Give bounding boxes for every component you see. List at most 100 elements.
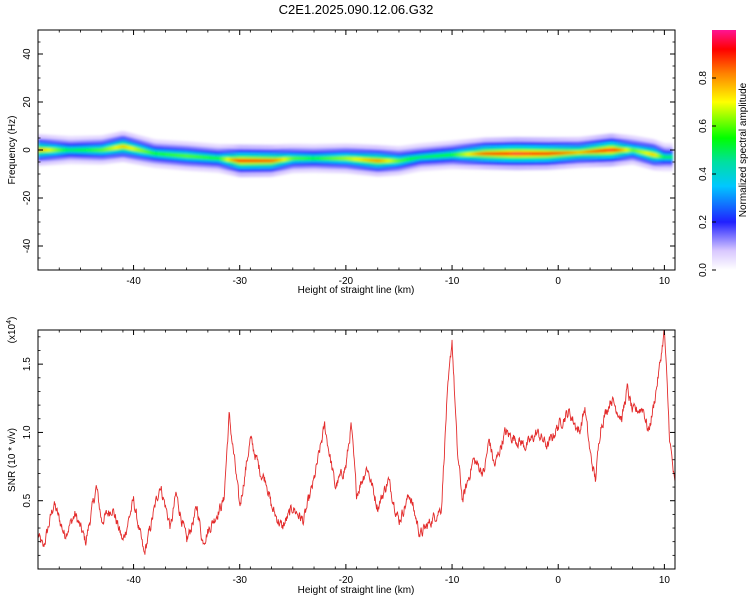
heatmap-cell [643,151,647,155]
heatmap-cell [120,145,124,149]
heatmap-cell [133,147,137,151]
heatmap-cell [45,148,50,152]
spectrogram-y-axis-label: Frequency (Hz) [7,116,18,185]
heatmap-cell [114,146,119,150]
svg-text:(x104): (x104) [6,317,18,344]
heatmap-cell [656,154,660,158]
heatmap-cell [465,152,469,156]
y-tick-label: 0.5 [22,493,33,507]
heatmap-cell [51,148,55,152]
heatmap-cell [659,154,663,158]
heatmap-cell [568,151,572,155]
heatmap-cell [369,158,373,162]
heatmap-cell [483,152,487,156]
heatmap-cell [279,158,283,162]
heatmap-cell [489,152,493,156]
heatmap-cell [364,158,368,162]
heatmap-cell [651,152,655,157]
heatmap-cell [162,152,166,156]
heatmap-cell [385,159,389,163]
heatmap-cell [329,156,334,160]
x-tick-label: -10 [445,575,460,586]
heatmap-cell [149,151,153,155]
heatmap-cell [191,155,195,158]
heatmap-cell [207,156,211,160]
heatmap-cell [393,159,397,163]
heatmap-cell [91,148,95,152]
heatmap-cell [497,151,501,156]
heatmap-cell [88,148,92,152]
heatmap-cell [319,156,323,160]
heatmap-cell [401,158,405,162]
heatmap-cell [178,154,182,157]
heatmap-cell [454,153,458,157]
heatmap-cell [239,159,243,163]
snr-frame [37,329,676,570]
heatmap-cell [112,146,116,150]
heatmap-cell [550,151,554,156]
heatmap-cell [67,148,71,152]
heatmap-cell [388,159,392,163]
heatmap-cell [632,148,636,152]
heatmap-cell [276,158,280,162]
heatmap-cell [154,152,158,156]
heatmap-cell [544,151,548,156]
heatmap-cell [518,151,522,156]
heatmap-cell [603,148,607,153]
heatmap-cell [499,151,503,156]
heatmap-cell [412,156,416,160]
heatmap-cell [478,152,482,156]
heatmap-cell [505,151,509,156]
heatmap-cell [226,157,230,161]
heatmap-cell [502,151,506,156]
heatmap-cell [282,157,286,161]
heatmap-cell [531,151,535,156]
colorbar-tick-label: 0.2 [698,215,709,229]
heatmap-cell [457,153,461,156]
heatmap-cell [669,155,673,159]
heatmap-cell [438,154,442,158]
heatmap-cell [117,145,121,149]
heatmap-cell [324,156,328,160]
heatmap-cell [335,156,339,160]
heatmap-cell [250,159,254,163]
heatmap-cell [99,148,103,152]
heatmap-cell [125,145,129,149]
heatmap-cell [168,153,172,157]
heatmap-cell [231,158,235,162]
heatmap-cell [48,148,52,152]
heatmap-cell [237,159,241,163]
heatmap-cell [260,159,264,163]
heatmap-cell [138,148,142,152]
heatmap-cell [290,157,294,161]
heatmap-cell [637,150,641,153]
heatmap-cell [510,151,514,156]
heatmap-cell [444,153,448,157]
y-tick-label: 0 [22,147,33,153]
heatmap-cell [345,157,349,160]
heatmap-cell [608,148,612,152]
heatmap-cell [64,148,68,152]
heatmap-cell [144,150,148,153]
heatmap-cell [152,151,156,155]
heatmap-cell [359,157,363,162]
heatmap-cell [367,158,371,162]
heatmap-cell [340,156,344,160]
heatmap-cell [322,156,326,160]
x-tick-label: -10 [445,276,460,287]
heatmap-cell [306,156,310,160]
heatmap-cell [300,156,304,160]
heatmap-cell [667,155,671,159]
heatmap-cell [332,156,336,160]
x-tick-label: -20 [339,575,354,586]
heatmap-cell [109,146,113,150]
heatmap-cell [303,156,307,160]
heatmap-cell [353,157,357,161]
heatmap-cell [80,148,84,152]
heatmap-cell [183,154,188,158]
heatmap-cell [462,152,466,156]
snr-y-multiplier: (x104) [6,317,18,344]
heatmap-cell [467,152,472,156]
heatmap-cell [653,153,657,157]
